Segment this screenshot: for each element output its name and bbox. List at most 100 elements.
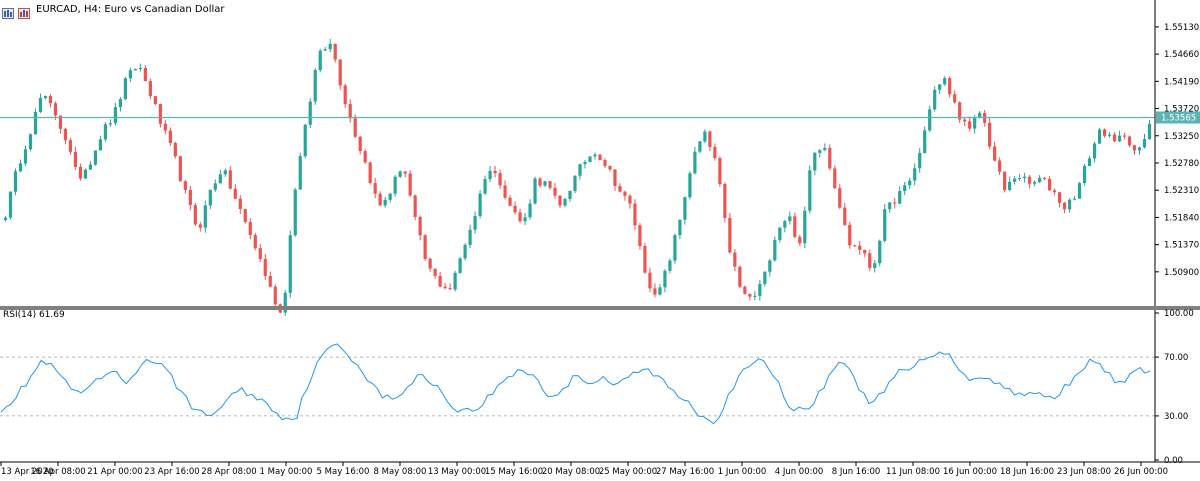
candle-body <box>868 253 872 268</box>
candle-body <box>188 189 192 206</box>
candle-body <box>338 59 342 86</box>
candle-body <box>663 270 667 288</box>
candle-body <box>793 216 797 237</box>
candle-body <box>898 191 902 204</box>
candle-body <box>223 170 227 175</box>
time-tick-label: 13 May 00:00 <box>428 467 486 477</box>
candle-body <box>43 96 48 99</box>
candle-body <box>93 150 98 165</box>
candle-body <box>298 156 302 190</box>
chart-window-icon <box>18 4 30 19</box>
candle-body <box>323 49 327 51</box>
candle-body <box>143 67 147 82</box>
candle-body <box>783 221 787 228</box>
candle-body <box>1132 145 1137 151</box>
candle-body <box>643 245 647 273</box>
candle-body <box>38 98 43 112</box>
chart-title: EURCAD, H4: Euro vs Canadian Dollar <box>36 3 225 15</box>
candle-body <box>658 287 662 295</box>
candle-body <box>748 293 752 297</box>
time-tick-label: 11 Jun 08:00 <box>886 467 940 477</box>
candle-body <box>603 160 607 166</box>
candle-body <box>673 235 677 261</box>
candle-body <box>683 197 687 220</box>
candle-body <box>623 191 627 196</box>
candle-body <box>1072 198 1077 200</box>
candle-body <box>448 288 452 290</box>
candle-body <box>378 193 382 206</box>
candle-body <box>858 245 862 250</box>
candle-body <box>58 115 63 129</box>
candle-body <box>693 151 697 174</box>
candle-body <box>293 189 297 236</box>
candle-body <box>13 171 18 192</box>
candle-body <box>653 288 657 295</box>
candle-body <box>1018 178 1022 180</box>
candle-body <box>458 258 462 273</box>
candle-body <box>268 275 272 287</box>
candle-body <box>238 198 242 210</box>
candle-body <box>613 169 617 187</box>
candle-body <box>1052 190 1057 193</box>
candle-body <box>1067 199 1072 210</box>
candle-body <box>763 271 767 284</box>
candle-body <box>468 229 472 245</box>
candle-body <box>678 219 682 236</box>
candle-body <box>1142 139 1147 148</box>
candle-body <box>218 174 222 184</box>
candle-body <box>478 193 482 216</box>
candle-body <box>198 224 202 228</box>
candle-body <box>8 191 13 218</box>
candle-body <box>118 99 122 108</box>
price-tick-label: 1.54190 <box>1164 77 1199 87</box>
candle-body <box>968 121 972 129</box>
candle-body <box>413 195 417 217</box>
candle-body <box>303 124 307 157</box>
candle-body <box>583 161 587 165</box>
candle-body <box>443 286 447 289</box>
candle-body <box>388 193 392 200</box>
candle-body <box>1013 178 1017 182</box>
candle-body <box>68 140 73 152</box>
candle-body <box>128 70 132 79</box>
candle-body <box>973 118 977 129</box>
time-tick-label: 13 Apr 2020 <box>1 467 54 477</box>
price-tick-label: 1.53250 <box>1164 132 1199 142</box>
candle-body <box>183 181 187 190</box>
time-tick-label: 23 Jun 08:00 <box>1057 467 1111 477</box>
candle-body <box>718 158 722 185</box>
candle-body <box>113 107 118 124</box>
candle-body <box>53 103 58 116</box>
candle-body <box>423 235 427 259</box>
price-tick-label: 1.53720 <box>1164 105 1199 115</box>
candle-body <box>788 216 792 222</box>
price-tag <box>1156 111 1200 124</box>
candle-body <box>728 217 732 253</box>
candle-body <box>813 152 817 171</box>
candle-body <box>103 124 108 140</box>
price-tick-label: 1.52310 <box>1164 186 1199 196</box>
candle-body <box>78 166 83 179</box>
candle-body <box>988 122 992 147</box>
candle-body <box>153 96 157 105</box>
candle-body <box>463 244 467 259</box>
candle-body <box>1003 171 1007 190</box>
candle-body <box>863 249 867 254</box>
candle-body <box>1047 178 1052 191</box>
candle-body <box>833 168 837 189</box>
time-tick-label: 15 May 16:00 <box>485 467 543 477</box>
candle-body <box>523 217 527 222</box>
time-tick-label: 27 May 16:00 <box>656 467 714 477</box>
candle-body <box>533 178 537 204</box>
candle-body <box>723 184 727 218</box>
candle-body <box>1147 123 1152 140</box>
candle-body <box>558 195 562 206</box>
candle-body <box>173 142 177 157</box>
candle-body <box>98 139 103 151</box>
candle-body <box>1028 176 1032 184</box>
candle-body <box>818 150 822 153</box>
candle-body <box>823 147 827 151</box>
candle-body <box>333 43 337 60</box>
